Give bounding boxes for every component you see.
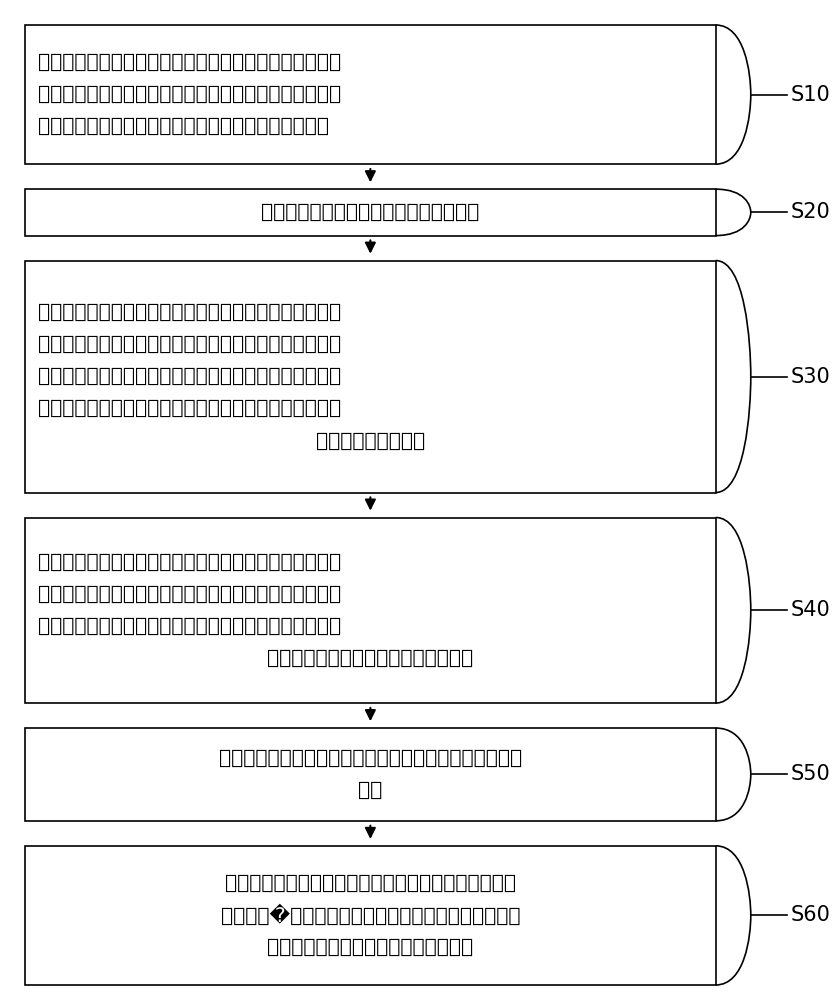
Text: 置的两个凹槽的第一光刻胶层，所述凹槽所在位置为桥墩: 置的两个凹槽的第一光刻胶层，所述凹槽所在位置为桥墩 [38,85,340,104]
Text: S40: S40 [790,600,829,620]
Text: 述桥梁支撑体的一侧: 述桥梁支撑体的一侧 [315,431,425,450]
Text: S50: S50 [790,764,829,784]
Text: 去除各光刻胶层，在所述衬底的两个所述桥墩区和所述: 去除各光刻胶层，在所述衬底的两个所述桥墩区和所述 [225,874,515,893]
Text: 桥和由所述第二金属膜层形成的金属柱: 桥和由所述第二金属膜层形成的金属柱 [267,938,473,957]
Text: S20: S20 [790,202,829,222]
Text: S10: S10 [790,85,829,105]
Text: 区，所述两个凹槽之间的第一光刻胶层作为桥梁支撑体: 区，所述两个凹槽之间的第一光刻胶层作为桥梁支撑体 [38,117,329,136]
Text: 膜层: 膜层 [358,781,382,800]
Text: 光刻胶层上定义第一金属柱区和分离槽区，所述分离槽区: 光刻胶层上定义第一金属柱区和分离槽区，所述分离槽区 [38,335,340,354]
Bar [25,261,715,493]
Text: 层，并刻蚀对应所述第一金属柱区的所述第三光刻胶层，: 层，并刻蚀对应所述第一金属柱区的所述第三光刻胶层， [38,617,340,636]
Text: 在所述第一金属膜层上覆盖形成第二光刻胶层，并在第二: 在所述第一金属膜层上覆盖形成第二光刻胶层，并在第二 [38,303,340,322]
Text: 第一金属膜层；再在第二光刻胶层上覆盖形成第三光刻胶: 第一金属膜层；再在第二光刻胶层上覆盖形成第三光刻胶 [38,585,340,604]
Text: 以暴露出所述衬底并形成第二金属柱区: 以暴露出所述衬底并形成第二金属柱区 [267,649,473,668]
Bar [25,518,715,703]
Bar [25,728,715,821]
Text: 提供设置有电路的衬底，并在所述衬底上形成具有间隔设: 提供设置有电路的衬底，并在所述衬底上形成具有间隔设 [38,53,340,72]
Bar [25,25,715,164]
Text: 在所述第一光刻胶层上形成第一金属膜层: 在所述第一光刻胶层上形成第一金属膜层 [261,203,479,222]
Text: S60: S60 [790,905,830,925]
Text: 去除所述第一金属柱区和所述分离槽区的第二光刻胶层和: 去除所述第一金属柱区和所述分离槽区的第二光刻胶层和 [38,552,340,571]
Bar [25,189,715,236]
Bar [25,846,715,985]
Text: 体的一侧，所述第一金属柱区位于所述分离槽区的远离所: 体的一侧，所述第一金属柱区位于所述分离槽区的远离所 [38,399,340,418]
Text: S30: S30 [790,367,829,387]
Text: 在所述第三光刻胶层上和所述第二金属柱区形成第二金属: 在所述第三光刻胶层上和所述第二金属柱区形成第二金属 [218,749,522,768]
Text: 第二金属�区分别得到由所述第一金属膜层形成的空气: 第二金属�区分别得到由所述第一金属膜层形成的空气 [221,905,519,926]
Text: 与所述桥墩区连接且位于所述桥墩区的远离所述桥梁支撑: 与所述桥墩区连接且位于所述桥墩区的远离所述桥梁支撑 [38,367,340,386]
